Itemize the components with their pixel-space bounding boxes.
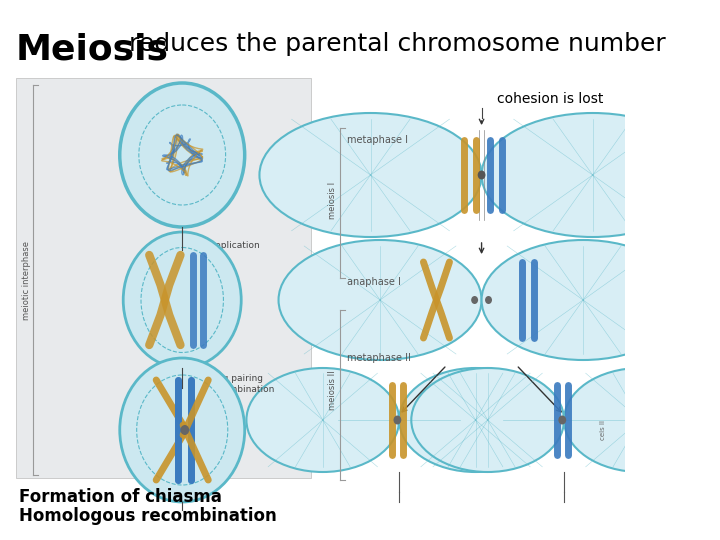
Text: Homologous recombination: Homologous recombination (19, 507, 276, 525)
Ellipse shape (279, 240, 482, 360)
Ellipse shape (123, 232, 241, 368)
Text: ceis II: ceis II (600, 420, 606, 440)
Ellipse shape (120, 358, 245, 502)
Ellipse shape (482, 240, 685, 360)
Ellipse shape (120, 83, 245, 227)
Ellipse shape (411, 368, 564, 472)
Text: anaphase I: anaphase I (347, 277, 401, 287)
Ellipse shape (394, 415, 401, 424)
Text: Meiosis: Meiosis (16, 32, 168, 66)
Ellipse shape (181, 425, 189, 435)
Text: metaphase I: metaphase I (347, 135, 408, 145)
Ellipse shape (482, 113, 703, 237)
Text: meiosis I: meiosis I (328, 181, 337, 219)
Ellipse shape (559, 415, 566, 424)
Ellipse shape (246, 368, 399, 472)
Text: meiotic interphase: meiotic interphase (22, 240, 30, 320)
Ellipse shape (471, 296, 478, 304)
Text: homolog pairing
and recombination: homolog pairing and recombination (189, 374, 274, 394)
FancyBboxPatch shape (16, 78, 310, 478)
Text: Formation of chiasma: Formation of chiasma (19, 488, 222, 506)
Text: metaphase II: metaphase II (347, 353, 411, 363)
Ellipse shape (399, 368, 552, 472)
Text: cohesion is lost: cohesion is lost (497, 92, 603, 106)
Ellipse shape (477, 171, 485, 179)
Ellipse shape (485, 296, 492, 304)
Text: reduces the parental chromosome number: reduces the parental chromosome number (122, 32, 666, 56)
Text: meiosis II: meiosis II (328, 370, 337, 410)
Ellipse shape (259, 113, 482, 237)
Text: DNA replication: DNA replication (189, 240, 260, 249)
Ellipse shape (564, 368, 716, 472)
